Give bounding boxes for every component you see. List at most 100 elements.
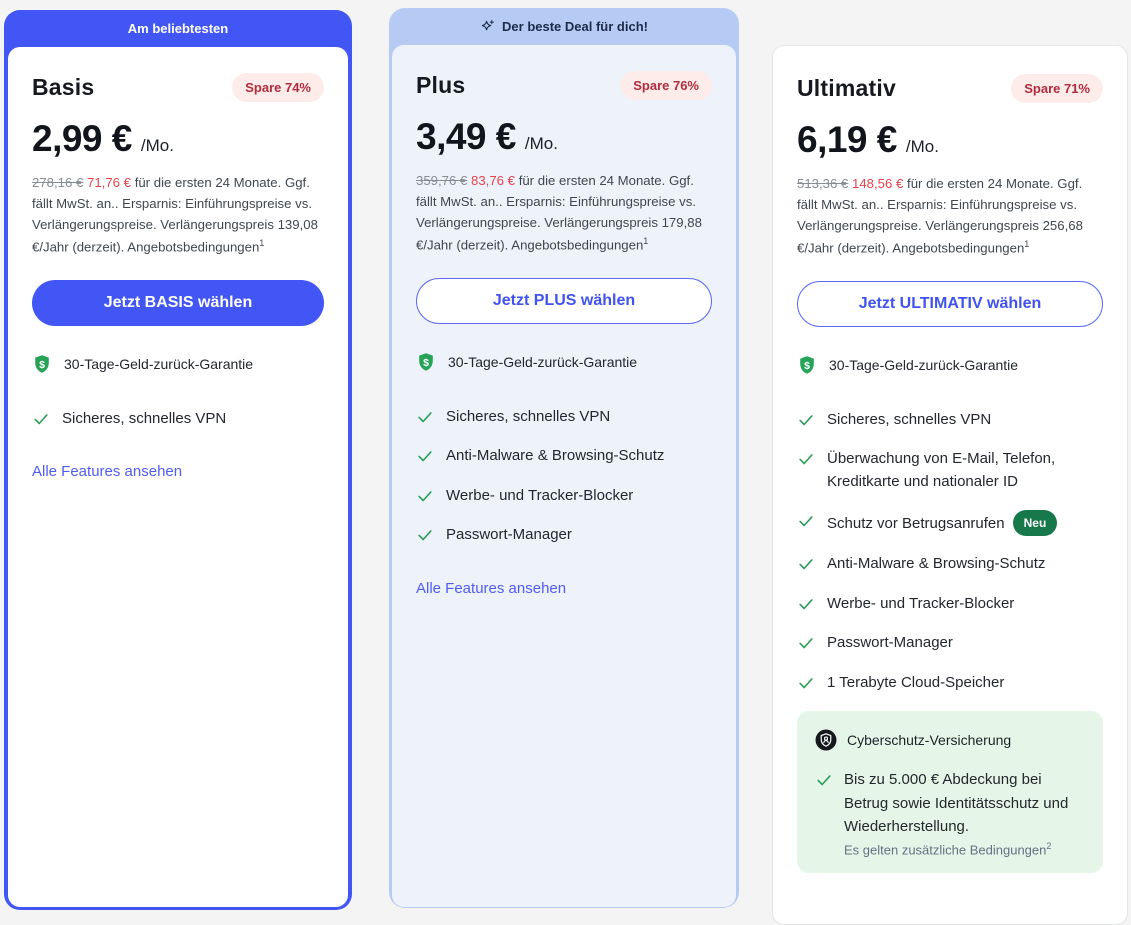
feature-label: Werbe- und Tracker-Blocker	[446, 486, 634, 504]
shield-dollar-icon: $	[35, 355, 49, 373]
feature-item: Passwort-Manager	[797, 632, 1103, 655]
ribbon-best-deal: Der beste Deal für dich!	[392, 8, 736, 45]
check-icon	[34, 413, 48, 425]
choose-plus-button[interactable]: Jetzt PLUS wählen	[416, 277, 712, 324]
all-features-link[interactable]: Alle Features ansehen	[416, 579, 567, 597]
feature-label: Werbe- und Tracker-Blocker	[827, 594, 1015, 612]
feature-label: 1 Terabyte Cloud-Speicher	[827, 673, 1005, 691]
guarantee-label: 30-Tage-Geld-zurück-Garantie	[64, 355, 254, 372]
terms-text: für die ersten 24 Monate. Ggf. fällt MwS…	[416, 173, 702, 252]
cyber-insurance-box: Cyberschutz-Versicherung Bis zu 5.000 € …	[797, 711, 1103, 874]
check-icon	[799, 559, 813, 570]
insurance-title: Cyberschutz-Versicherung	[847, 732, 1012, 749]
feature-label: Passwort-Manager	[827, 634, 953, 652]
choose-ultimativ-button[interactable]: Jetzt ULTIMATIV wählen	[797, 280, 1103, 327]
money-back-guarantee: $ 30-Tage-Geld-zurück-Garantie	[797, 355, 1103, 375]
terms-text: für die ersten 24 Monate. Ggf. fällt MwS…	[797, 176, 1083, 255]
check-icon	[817, 775, 831, 786]
plan-card-plus-body: Plus Spare 76% 3,49 € /Mo. 359,76 € 83,7…	[392, 45, 736, 907]
feature-item: 1 Terabyte Cloud-Speicher	[797, 672, 1103, 695]
old-price: 359,76 €	[416, 173, 468, 188]
plan-price-period: /Mo.	[524, 134, 558, 153]
money-back-guarantee: $ 30-Tage-Geld-zurück-Garantie	[416, 352, 712, 372]
shield-dollar-icon: $	[800, 356, 814, 374]
insurance-note: Es gelten zusätzliche Bedingungen2	[844, 841, 1052, 858]
insurance-feature: Bis zu 5.000 € Abdeckung bei Betrug sowi…	[815, 768, 1085, 838]
feature-list: Sicheres, schnelles VPN Anti-Malware & B…	[416, 406, 712, 547]
plan-card-ultimativ: Ultimativ Spare 71% 6,19 € /Mo. 513,36 €…	[772, 45, 1128, 925]
feature-item: Passwort-Manager	[416, 524, 712, 547]
feature-label: Überwachung von E-Mail, Telefon, Kreditk…	[827, 450, 1056, 490]
terms-footnote: 1	[643, 235, 649, 246]
sparkles-icon	[481, 19, 494, 31]
plan-card-basis-body: Basis Spare 74% 2,99 € /Mo. 278,16 € 71,…	[8, 47, 348, 907]
plan-price: 6,19 €	[797, 119, 897, 160]
old-price: 513,36 €	[797, 176, 849, 191]
plan-terms: 513,36 € 148,56 € für die ersten 24 Mona…	[797, 174, 1103, 259]
check-icon	[418, 411, 432, 423]
feature-item: Werbe- und Tracker-Blocker	[797, 593, 1103, 616]
feature-list: Sicheres, schnelles VPN Überwachung von …	[797, 409, 1103, 695]
plan-card-plus: Der beste Deal für dich! Plus Spare 76% …	[389, 8, 739, 908]
feature-item: Anti-Malware & Browsing-Schutz	[797, 553, 1103, 576]
save-badge: Spare 71%	[1011, 74, 1103, 103]
intro-price: 83,76 €	[471, 173, 516, 188]
feature-item: Sicheres, schnelles VPN	[416, 406, 712, 429]
plan-name: Plus	[416, 72, 466, 98]
shield-person-icon	[815, 729, 837, 751]
money-back-guarantee: $ 30-Tage-Geld-zurück-Garantie	[32, 354, 324, 374]
check-icon	[799, 516, 813, 527]
intro-price: 148,56 €	[852, 176, 904, 191]
ribbon-label: Am beliebtesten	[127, 21, 229, 36]
feature-item: Anti-Malware & Browsing-Schutz	[416, 445, 712, 468]
plan-name: Basis	[32, 74, 95, 100]
svg-text:$: $	[804, 360, 810, 372]
check-icon	[799, 677, 813, 689]
svg-text:$: $	[39, 359, 45, 371]
feature-item: Überwachung von E-Mail, Telefon, Kreditk…	[797, 448, 1103, 493]
feature-item: Werbe- und Tracker-Blocker	[416, 485, 712, 508]
plan-terms: 359,76 € 83,76 € für die ersten 24 Monat…	[416, 171, 712, 256]
guarantee-label: 30-Tage-Geld-zurück-Garantie	[448, 353, 638, 370]
plan-price-period: /Mo.	[905, 137, 939, 156]
choose-basis-button[interactable]: Jetzt BASIS wählen	[32, 279, 324, 326]
feature-label: Schutz vor Betrugsanrufen Neu	[827, 510, 1058, 537]
plan-price: 2,99 €	[32, 118, 132, 159]
feature-label: Sicheres, schnelles VPN	[446, 407, 611, 425]
cyber-insurance-title-row: Cyberschutz-Versicherung	[815, 729, 1085, 751]
shield-dollar-icon: $	[419, 353, 433, 371]
feature-label: Passwort-Manager	[446, 526, 572, 544]
feature-label: Anti-Malware & Browsing-Schutz	[827, 555, 1046, 573]
check-icon	[418, 490, 432, 502]
save-badge: Spare 74%	[232, 73, 324, 102]
guarantee-label: 30-Tage-Geld-zurück-Garantie	[829, 356, 1019, 373]
insurance-footnote: 2	[1046, 841, 1052, 852]
feature-list: Sicheres, schnelles VPN	[32, 408, 324, 431]
feature-item: Schutz vor Betrugsanrufen Neu	[797, 510, 1103, 537]
neu-badge: Neu	[1012, 510, 1058, 537]
old-price: 278,16 €	[32, 175, 84, 190]
plan-price-period: /Mo.	[140, 136, 174, 155]
save-badge: Spare 76%	[620, 71, 712, 100]
insurance-text: Bis zu 5.000 € Abdeckung bei Betrug sowi…	[844, 771, 1069, 835]
svg-text:$: $	[423, 357, 429, 369]
ribbon-most-popular: Am beliebtesten	[8, 10, 348, 47]
terms-footnote: 1	[1024, 238, 1030, 249]
check-icon	[799, 598, 813, 610]
feature-item: Sicheres, schnelles VPN	[797, 409, 1103, 432]
ribbon-label: Der beste Deal für dich!	[502, 19, 648, 34]
check-icon	[799, 454, 813, 465]
terms-footnote: 1	[259, 237, 265, 248]
feature-item: Sicheres, schnelles VPN	[32, 408, 324, 431]
check-icon	[418, 451, 432, 462]
intro-price: 71,76 €	[87, 175, 132, 190]
check-icon	[418, 530, 432, 541]
all-features-link[interactable]: Alle Features ansehen	[32, 463, 183, 481]
plan-name: Ultimativ	[797, 75, 896, 101]
terms-text: für die ersten 24 Monate. Ggf. fällt MwS…	[32, 175, 318, 254]
plan-price: 3,49 €	[416, 116, 516, 157]
check-icon	[799, 638, 813, 649]
feature-label: Sicheres, schnelles VPN	[827, 410, 992, 428]
feature-label: Anti-Malware & Browsing-Schutz	[446, 447, 665, 465]
check-icon	[799, 414, 813, 426]
